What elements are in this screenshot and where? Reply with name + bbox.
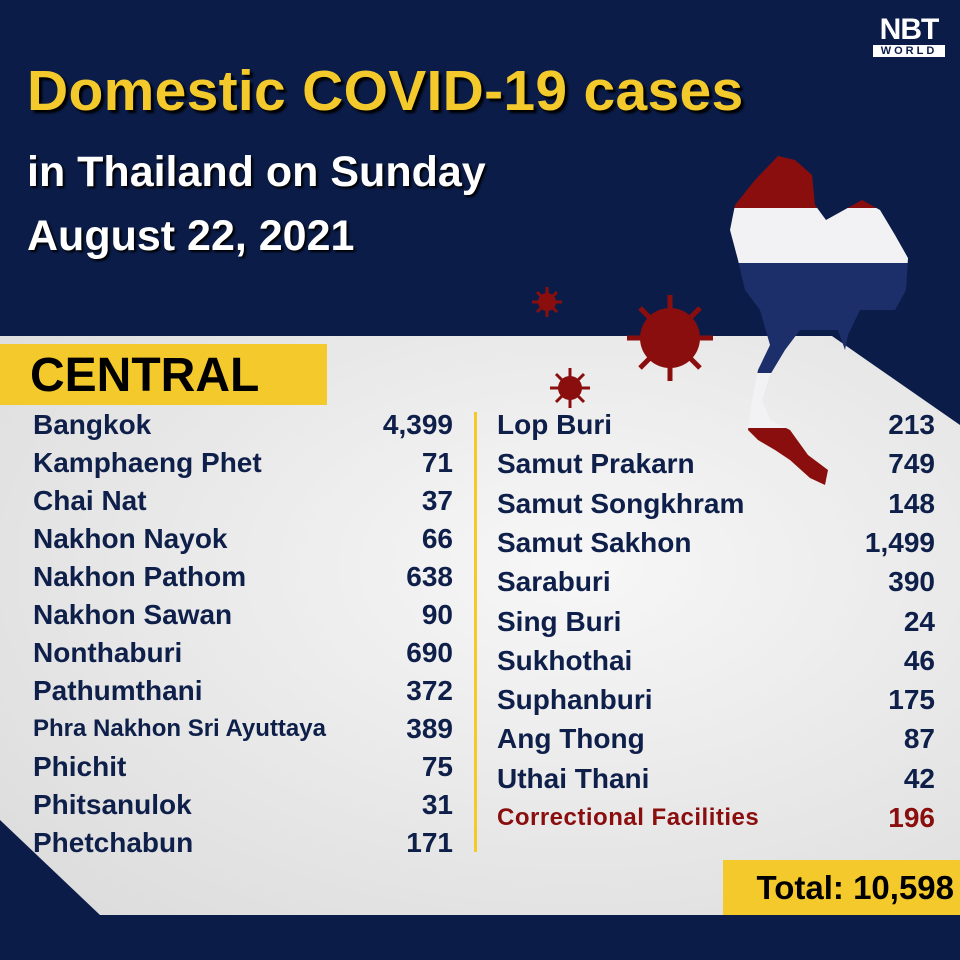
- province-name: Phra Nakhon Sri Ayuttaya: [33, 715, 326, 742]
- province-name: Chai Nat: [33, 485, 147, 516]
- case-count: 389: [406, 713, 453, 744]
- case-count: 372: [406, 675, 453, 706]
- province-name: Ang Thong: [497, 723, 645, 755]
- table-row: Samut Sakhon 1,499: [497, 525, 935, 561]
- case-count: 196: [888, 802, 935, 833]
- province-name: Saraburi: [497, 566, 611, 598]
- table-row: Suphanburi 175: [497, 682, 935, 718]
- table-row: Correctional Facilities 196: [497, 800, 935, 836]
- virus-icon: [532, 287, 562, 317]
- case-count: 1,499: [864, 526, 935, 558]
- case-count: 42: [903, 762, 935, 794]
- table-row: Nonthaburi 690: [33, 635, 453, 671]
- table-row: Nakhon Pathom 638: [33, 559, 453, 595]
- table-row: Chai Nat 37: [33, 483, 453, 519]
- province-name: Lop Buri: [497, 409, 613, 440]
- case-count: 638: [406, 561, 453, 592]
- region-banner: CENTRAL: [0, 344, 327, 405]
- virus-icon: [550, 368, 590, 408]
- table-row: Sing Buri 24: [497, 604, 935, 640]
- table-row: Samut Songkhram 148: [497, 486, 935, 522]
- province-name: Uthai Thani: [497, 762, 650, 794]
- province-name: Nonthaburi: [33, 637, 183, 668]
- province-name: Pathumthani: [33, 675, 203, 706]
- table-row: Pathumthani 372: [33, 673, 453, 709]
- nbt-world-logo: NBT WORLD: [873, 13, 945, 57]
- page-title: Domestic COVID-19 cases: [27, 59, 744, 123]
- province-name: Samut Prakarn: [497, 448, 695, 480]
- table-row: Phetchabun 171: [33, 825, 453, 861]
- case-count: 75: [421, 751, 453, 782]
- case-count: 749: [888, 448, 935, 480]
- subtitle-line2: August 22, 2021: [27, 212, 355, 260]
- case-count: 171: [406, 827, 453, 858]
- column-divider: [474, 412, 477, 852]
- case-count: 66: [421, 523, 453, 554]
- province-name: Phetchabun: [33, 827, 194, 858]
- total-badge: Total: 10,598: [723, 860, 960, 915]
- table-row: Kamphaeng Phet 71: [33, 445, 453, 481]
- case-count: 213: [888, 409, 935, 440]
- case-count: 4,399: [382, 409, 453, 440]
- case-count: 90: [421, 599, 453, 630]
- region-label: CENTRAL: [30, 349, 260, 402]
- province-name: Sing Buri: [497, 605, 622, 637]
- province-name: Nakhon Sawan: [33, 599, 233, 630]
- case-count: 690: [406, 637, 453, 668]
- province-name: Nakhon Nayok: [33, 523, 228, 554]
- table-row: Nakhon Nayok 66: [33, 521, 453, 557]
- province-name: Correctional Facilities: [497, 804, 760, 831]
- virus-icon: [627, 295, 713, 381]
- case-count: 148: [888, 487, 935, 519]
- province-name: Samut Sakhon: [497, 526, 692, 558]
- table-row: Ang Thong 87: [497, 721, 935, 757]
- table-row: Lop Buri 213: [497, 407, 935, 443]
- table-row: Saraburi 390: [497, 564, 935, 600]
- case-count: 31: [421, 789, 453, 820]
- province-name: Sukhothai: [497, 644, 633, 676]
- content-panel: [0, 336, 960, 915]
- table-row: Uthai Thani 42: [497, 761, 935, 797]
- case-count: 37: [421, 485, 453, 516]
- logo-world: WORLD: [873, 45, 945, 57]
- province-name: Phitsanulok: [33, 789, 192, 820]
- table-row: Nakhon Sawan 90: [33, 597, 453, 633]
- case-count: 24: [903, 605, 935, 637]
- case-count: 390: [888, 566, 935, 598]
- table-row: Samut Prakarn 749: [497, 446, 935, 482]
- province-name: Suphanburi: [497, 684, 653, 716]
- case-count: 175: [888, 684, 935, 716]
- province-name: Phichit: [33, 751, 127, 782]
- table-row: Phitsanulok 31: [33, 787, 453, 823]
- case-count: 71: [421, 447, 453, 478]
- province-name: Nakhon Pathom: [33, 561, 247, 592]
- province-name: Kamphaeng Phet: [33, 447, 262, 478]
- subtitle-line1: in Thailand on Sunday: [27, 148, 486, 196]
- case-count: 46: [903, 644, 935, 676]
- province-name: Samut Songkhram: [497, 487, 745, 519]
- case-count: 87: [903, 723, 935, 755]
- table-row: Phra Nakhon Sri Ayuttaya 389: [33, 711, 453, 747]
- table-row: Sukhothai 46: [497, 643, 935, 679]
- province-name: Bangkok: [33, 409, 152, 440]
- table-row: Phichit 75: [33, 749, 453, 785]
- table-row: Bangkok 4,399: [33, 407, 453, 443]
- logo-nbt: NBT: [879, 13, 940, 46]
